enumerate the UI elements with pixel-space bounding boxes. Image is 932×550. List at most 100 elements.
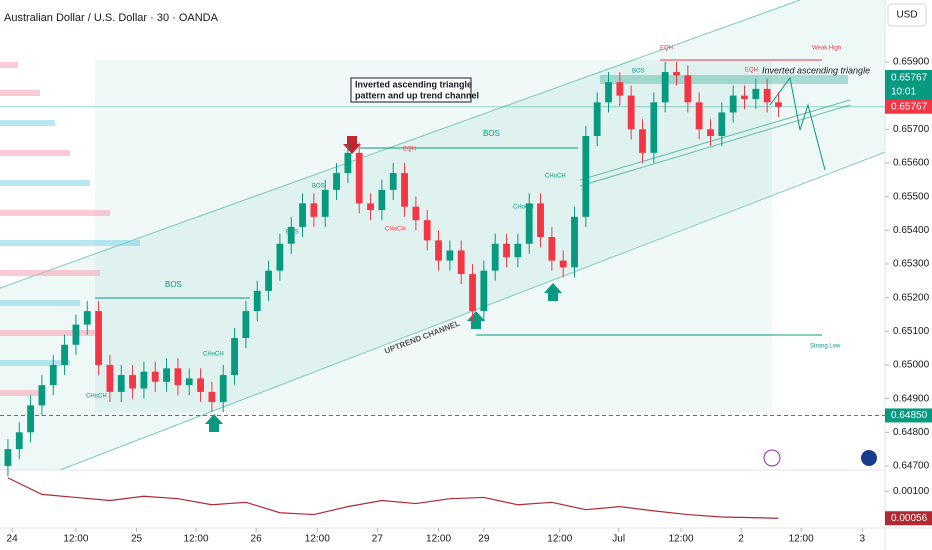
- candle-body: [741, 95, 748, 99]
- candle-body: [174, 368, 182, 386]
- candle-body: [435, 240, 442, 261]
- y-tick-label: 0.64800: [893, 427, 930, 438]
- flag-icon[interactable]: [861, 450, 877, 466]
- candle-body: [106, 364, 114, 392]
- x-tick-label: 12:00: [547, 534, 572, 545]
- x-tick-label: 12:00: [789, 534, 814, 545]
- y-tick-label: 0.65200: [893, 292, 930, 303]
- candle-body: [729, 95, 737, 113]
- candle-body: [616, 82, 624, 96]
- countdown: 10:01: [891, 87, 916, 98]
- annotation: CHoCH: [86, 394, 107, 400]
- candle-body: [673, 72, 680, 76]
- indicator-badge-label: 0.00056: [891, 513, 928, 524]
- candle-body: [95, 311, 102, 365]
- annotation: EQH: [660, 46, 673, 52]
- candle-body: [571, 216, 578, 268]
- candle-body: [219, 375, 227, 402]
- level-badge: [885, 408, 932, 423]
- note-box: [350, 77, 472, 103]
- x-tick-label: 12:00: [305, 534, 330, 545]
- currency-button[interactable]: [887, 3, 927, 27]
- candle-body: [140, 371, 148, 389]
- candle-body: [231, 338, 238, 376]
- candle-body: [333, 173, 340, 190]
- projection: [769, 76, 826, 171]
- volume-profile: [0, 62, 140, 396]
- x-tick-label: 12:00: [426, 534, 451, 545]
- annotation: CHoCH: [385, 227, 406, 233]
- candle-body: [605, 82, 612, 103]
- candle-body: [752, 88, 760, 99]
- candle-body: [287, 226, 295, 244]
- candle-body: [423, 220, 431, 241]
- candle-body: [15, 432, 23, 450]
- x-tick-label: 29: [478, 534, 490, 545]
- candle-body: [321, 189, 329, 217]
- x-tick-label: 12:00: [669, 534, 694, 545]
- candle-body: [389, 173, 397, 190]
- candle-body: [344, 152, 352, 174]
- candle-body: [378, 189, 386, 211]
- annotation: BOS: [286, 230, 299, 236]
- candle-body: [775, 102, 782, 107]
- candle-body: [83, 311, 91, 325]
- candle-body: [582, 136, 590, 217]
- candle-body: [707, 129, 714, 137]
- candle-body: [684, 75, 692, 103]
- candle-body: [559, 260, 567, 268]
- candle-body: [401, 173, 408, 207]
- x-tick-label: 24: [7, 534, 19, 545]
- candle-body: [208, 391, 216, 402]
- x-tick-label: 25: [131, 534, 143, 545]
- price-badge-label: 0.65767: [891, 101, 928, 112]
- candle-body: [661, 72, 669, 103]
- indicator-line: [7, 477, 779, 519]
- candle-body: [49, 364, 57, 386]
- x-tick-label: 12:00: [63, 534, 88, 545]
- candle-body: [265, 270, 272, 291]
- candle-body: [480, 270, 488, 312]
- candle-body: [163, 368, 170, 382]
- level-badge-label: 0.64850: [891, 410, 928, 421]
- candle-body: [242, 311, 250, 339]
- candle-body: [525, 203, 533, 244]
- candle-body: [514, 243, 522, 258]
- candle-body: [593, 102, 601, 137]
- currency: USD: [896, 10, 917, 21]
- x-tick-label: 2: [738, 534, 744, 545]
- annotation: BOS: [632, 69, 645, 75]
- arrow-down: [343, 136, 361, 154]
- candle-body: [548, 237, 556, 261]
- x-tick-label: 26: [251, 534, 263, 545]
- candle-body: [38, 385, 46, 406]
- title: Australian Dollar / U.S. Dollar · 30 · O…: [4, 12, 219, 24]
- event-icon[interactable]: [763, 449, 781, 467]
- y-tick-label: 0.65700: [893, 124, 930, 135]
- price-badge: [885, 99, 932, 114]
- channel-fill: [0, 0, 885, 470]
- annotation: CHoCH: [513, 205, 534, 211]
- x-tick-label: 27: [372, 534, 384, 545]
- candle-body: [469, 274, 476, 312]
- annotation: pattern and up trend channel: [355, 90, 479, 100]
- indicator-badge: [885, 511, 932, 526]
- triangle-line: [579, 104, 851, 187]
- candle-body: [185, 378, 193, 386]
- candle-body: [310, 203, 318, 217]
- candle-body: [276, 243, 284, 271]
- candle-body: [355, 152, 363, 204]
- x-tick-label: Jul: [612, 534, 625, 545]
- annotation: Inverted ascending triangle: [355, 79, 472, 89]
- candle-body: [446, 250, 454, 261]
- x-tick-label: 3: [860, 534, 866, 545]
- candle-body: [299, 203, 306, 227]
- candle-body: [412, 206, 420, 221]
- y-tick-label: 0.65600: [893, 158, 930, 169]
- annotation: BOS: [483, 129, 500, 138]
- candle-body: [197, 378, 204, 392]
- indicator-tick-label: 0.00100: [893, 486, 930, 497]
- y-tick-label: 0.65900: [893, 57, 930, 68]
- y-tick-label: 0.65100: [893, 326, 930, 337]
